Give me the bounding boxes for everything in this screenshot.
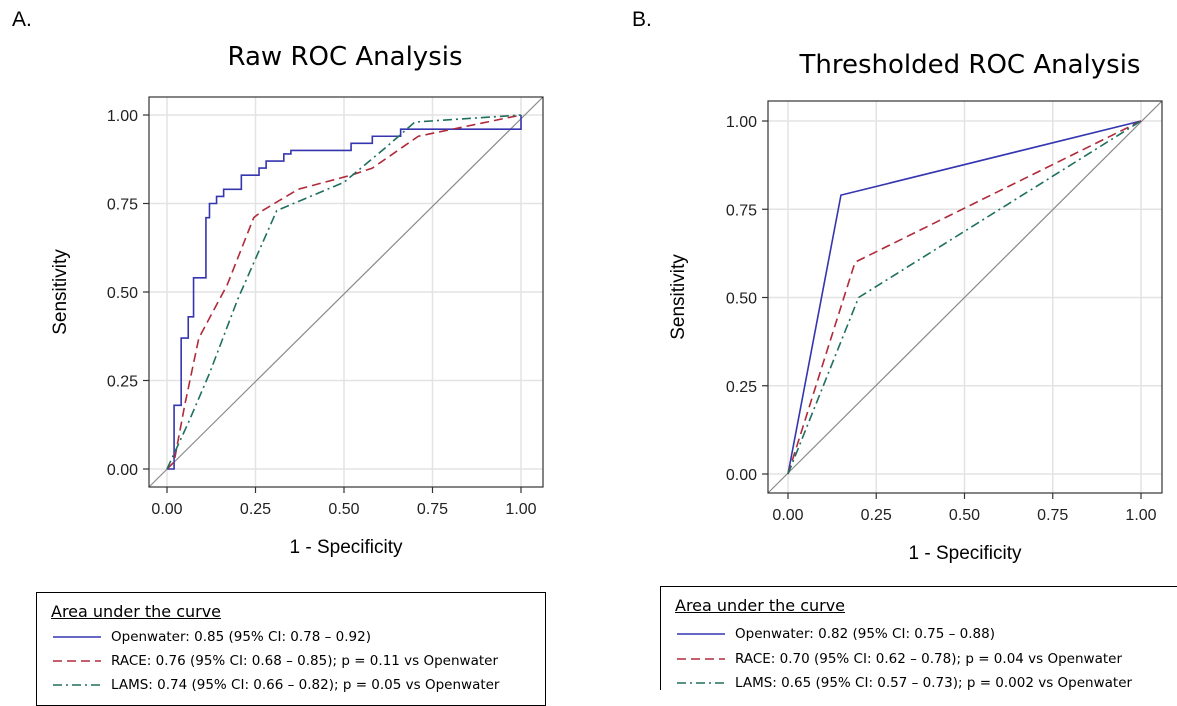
panel-b-letter: B. (632, 8, 652, 31)
panel-a-letter: A. (12, 8, 32, 31)
panel-a-legend: Area under the curve Openwater: 0.85 (95… (36, 592, 546, 706)
lams-legend-line (677, 682, 725, 684)
panel-b-x-tick-label: 0.50 (949, 507, 980, 524)
panel-b-x-tick-label: 0.75 (1037, 507, 1068, 524)
panel-b-race-curve (787, 120, 1142, 475)
panel-a-y-tick-label: 0.00 (107, 462, 138, 479)
panel-a-x-tick-label: 0.75 (417, 501, 448, 518)
panel-b-y-axis-title: Sensitivity (668, 254, 689, 340)
panel-b-y-tick-label: 0.25 (726, 379, 757, 396)
openwater-legend-line (677, 633, 725, 635)
panel-a-legend-openwater-label: Openwater: 0.85 (95% CI: 0.78 – 0.92) (111, 629, 372, 645)
panel-b-y-tick-label: 0.00 (726, 467, 757, 484)
panel-a-y-tick-label: 0.75 (107, 197, 138, 214)
panel-b-x-tick-label: 0.25 (861, 507, 892, 524)
lams-legend-line (53, 684, 101, 686)
panel-a-y-tick-label: 0.50 (107, 285, 138, 302)
panel-b-y-tick-label: 1.00 (726, 114, 757, 131)
panel-a-x-tick-label: 0.00 (151, 501, 182, 518)
panel-a-legend-race-label: RACE: 0.76 (95% CI: 0.68 – 0.85); p = 0.… (111, 653, 498, 669)
panel-b-openwater-curve (787, 120, 1142, 475)
panel-b-x-tick-label: 0.00 (772, 507, 803, 524)
panel-b-x-axis-title: 1 - Specificity (909, 543, 1022, 564)
panel-b-y-tick-label: 0.75 (726, 202, 757, 219)
panel-b-legend-race-label: RACE: 0.70 (95% CI: 0.62 – 0.78); p = 0.… (735, 651, 1122, 667)
openwater-legend-line (53, 636, 101, 638)
panel-b-legend: Area under the curve Openwater: 0.82 (95… (660, 586, 1177, 691)
panel-b-y-tick-label: 0.50 (726, 291, 757, 308)
race-legend-line (53, 660, 101, 662)
panel-b-reference-line (767, 100, 1163, 494)
panel-a-legend-lams-label: LAMS: 0.74 (95% CI: 0.66 – 0.82); p = 0.… (111, 677, 500, 693)
panel-a-openwater-curve (167, 115, 522, 470)
panel-a-plot: 0.00 0.25 0.50 0.75 1.00 0.00 0.25 0.50 0.75 1.00… (50, 96, 544, 558)
panel-b-lams-curve (787, 120, 1142, 475)
panel-a-y-tick-label: 1.00 (107, 108, 138, 125)
race-legend-line (677, 658, 725, 660)
panel-a-legend-title: Area under the curve (51, 602, 222, 621)
panel-b-x-tick-label: 1.00 (1125, 507, 1156, 524)
panel-b-title: Thresholded ROC Analysis (799, 50, 1141, 80)
panel-a-x-tick-label: 0.50 (328, 501, 359, 518)
panel-b-plot: 0.00 0.25 0.50 0.75 1.00 0.00 0.25 0.50 0.75 1.00… (668, 100, 1163, 564)
panel-b-legend-openwater-label: Openwater: 0.82 (95% CI: 0.75 – 0.88) (735, 626, 996, 642)
panel-a-reference-line (148, 96, 544, 488)
panel-b-legend-lams-label: LAMS: 0.65 (95% CI: 0.57 – 0.73); p = 0.… (735, 675, 1133, 691)
panel-b-legend-title: Area under the curve (675, 596, 846, 615)
panel-a-x-tick-label: 0.25 (240, 501, 271, 518)
panel-a-y-tick-label: 0.25 (107, 374, 138, 391)
panel-a-y-axis-title: Sensitivity (50, 249, 71, 335)
panel-a-title: Raw ROC Analysis (227, 42, 463, 72)
panel-a-x-axis-title: 1 - Specificity (290, 537, 403, 558)
panel-a-x-tick-label: 1.00 (505, 501, 536, 518)
panel-a-race-curve (166, 114, 522, 470)
panel-a-lams-curve (166, 114, 522, 470)
